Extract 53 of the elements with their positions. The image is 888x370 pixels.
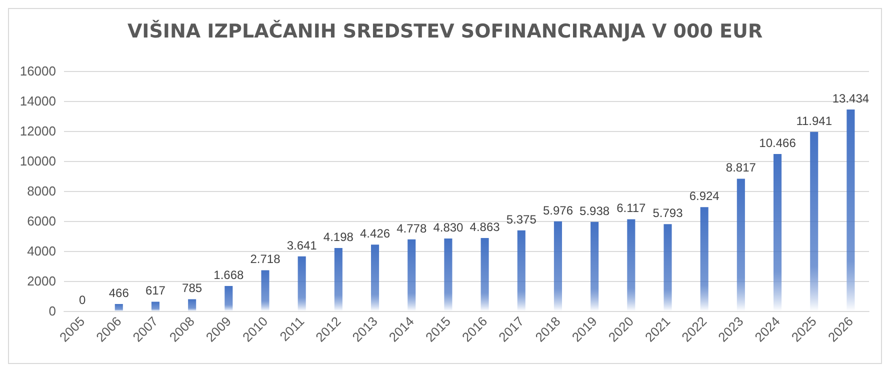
bar xyxy=(151,302,160,311)
data-label: 13.434 xyxy=(832,91,870,106)
data-label: 4.198 xyxy=(323,230,354,244)
data-label: 5.938 xyxy=(580,204,610,218)
data-label: 6.117 xyxy=(616,201,646,216)
y-tick-label: 4000 xyxy=(27,244,56,258)
y-tick-label: 2000 xyxy=(27,274,56,288)
bar xyxy=(590,222,599,311)
data-label: 617 xyxy=(145,284,166,298)
bar xyxy=(334,248,342,311)
data-label: 4.830 xyxy=(433,220,464,235)
data-label: 5.793 xyxy=(652,206,684,220)
bar xyxy=(517,230,526,311)
data-label: 11.941 xyxy=(796,114,832,128)
data-label: 0 xyxy=(78,293,86,307)
bar xyxy=(774,154,782,311)
bar xyxy=(554,221,562,311)
bar xyxy=(480,238,489,311)
data-label: 466 xyxy=(108,286,130,300)
bar xyxy=(736,178,745,311)
data-label: 4.778 xyxy=(396,221,427,236)
bar xyxy=(810,132,818,311)
bar xyxy=(408,239,416,311)
data-label: 4.426 xyxy=(360,226,390,241)
bar xyxy=(298,256,306,311)
data-label: 8.817 xyxy=(726,160,756,175)
bar xyxy=(371,244,380,311)
y-tick-label: 12000 xyxy=(20,124,56,138)
bar xyxy=(846,109,855,311)
bar xyxy=(444,238,452,311)
bar xyxy=(664,224,672,311)
data-label: 10.466 xyxy=(759,136,796,150)
bar xyxy=(114,304,123,311)
data-label: 3.641 xyxy=(286,238,318,252)
y-tick-label: 0 xyxy=(48,304,56,318)
data-label: 5.976 xyxy=(542,203,574,218)
data-label: 5.375 xyxy=(506,212,537,226)
y-tick-label: 16000 xyxy=(20,64,56,78)
data-label: 2.718 xyxy=(250,252,281,266)
y-tick-label: 8000 xyxy=(27,184,56,198)
chart-title: VIŠINA IZPLAČANIH SREDSTEV SOFINANCIRANJA V 000 EUR xyxy=(127,20,763,42)
y-tick-label: 6000 xyxy=(27,214,56,228)
data-label: 4.863 xyxy=(470,220,500,234)
bar xyxy=(700,207,708,311)
data-label: 6.924 xyxy=(689,189,720,204)
data-label: 785 xyxy=(182,281,202,296)
bar xyxy=(224,286,233,311)
bar xyxy=(261,270,270,311)
y-tick-label: 10000 xyxy=(20,154,56,168)
data-label: 1.668 xyxy=(214,268,244,282)
bar xyxy=(627,219,636,311)
bar xyxy=(188,299,196,311)
y-tick-label: 14000 xyxy=(20,94,56,108)
